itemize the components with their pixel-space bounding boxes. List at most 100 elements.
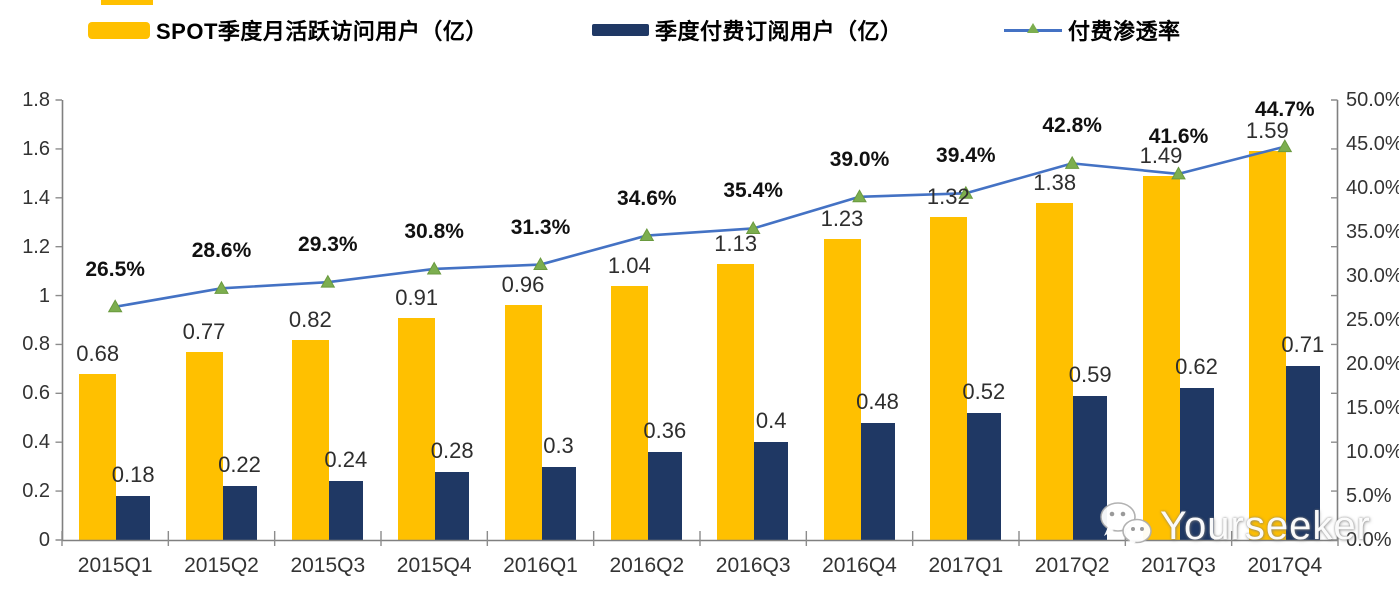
- mau-value-label: 1.49: [1139, 142, 1183, 168]
- mau-value-label: 0.96: [501, 272, 545, 298]
- penetration-line-swatch-icon: [1004, 22, 1062, 33]
- legend-item-subscribers: 季度付费订阅用户（亿）: [592, 12, 903, 48]
- bar-mau-2016Q1: [504, 305, 542, 540]
- subscribers-value-label: 0.71: [1281, 332, 1325, 358]
- left-axis-tick-label: 1.6: [22, 137, 50, 160]
- right-axis-tick-label: 40.0%: [1346, 177, 1399, 199]
- subscribers-value-label: 0.18: [111, 462, 155, 487]
- penetration-markers: [107, 139, 1293, 313]
- mau-swatch-icon: [88, 21, 150, 39]
- penetration-value-label: 39.4%: [936, 144, 996, 168]
- bar-subscribers-2015Q2: [222, 486, 257, 540]
- right-axis-tick-label: 10.0%: [1346, 441, 1399, 463]
- mau-value-label: 1.23: [820, 206, 864, 232]
- penetration-value-label: 29.3%: [298, 233, 358, 257]
- right-axis-tick-label: 15.0%: [1346, 397, 1399, 419]
- right-axis-tick-label: 50.0%: [1346, 89, 1399, 111]
- left-axis-tick-label: 0: [38, 529, 50, 551]
- right-axis-tick-label: 25.0%: [1346, 309, 1399, 331]
- subscribers-swatch-icon: [592, 24, 649, 36]
- subscribers-value-label: 0.22: [218, 452, 261, 478]
- x-axis-tick-label: 2016Q3: [715, 554, 791, 577]
- penetration-value-label: 35.4%: [723, 179, 783, 203]
- mau-value-label: 0.68: [76, 340, 120, 366]
- penetration-value-label: 30.8%: [404, 219, 464, 243]
- top-crop-artifact: [101, 0, 153, 5]
- penetration-value-label: 28.6%: [191, 239, 252, 263]
- subscribers-value-label: 0.59: [1068, 361, 1112, 387]
- mau-value-label: 1.04: [607, 252, 651, 278]
- legend-label-mau: SPOT季度月活跃访问用户（亿）: [156, 19, 488, 44]
- mau-value-label: 1.13: [714, 230, 758, 256]
- bar-mau-2016Q3: [717, 263, 755, 540]
- triangle-marker-icon: [1027, 22, 1039, 33]
- mau-value-label: 1.59: [1245, 118, 1289, 144]
- subscribers-value-label: 0.3: [543, 432, 574, 458]
- left-axis-tick-label: 0.4: [22, 431, 50, 454]
- bar-subscribers-2016Q1: [541, 466, 576, 540]
- watermark: Yourseeker: [1096, 500, 1371, 552]
- penetration-value-label: 39.0%: [829, 147, 890, 171]
- x-axis-tick-label: 2015Q3: [290, 554, 366, 577]
- subscribers-value-label: 0.52: [962, 378, 1006, 404]
- watermark-text: Yourseeker: [1160, 503, 1371, 548]
- x-axis-tick-label: 2015Q1: [77, 554, 153, 577]
- penetration-value-label: 34.6%: [617, 186, 677, 210]
- right-axis-tick-label: 0.0%: [1346, 529, 1392, 551]
- right-axis-tick-label: 35.0%: [1346, 221, 1399, 243]
- penetration-value-label: 26.5%: [85, 257, 145, 281]
- x-axis-tick-label: 2015Q2: [184, 554, 259, 577]
- subscribers-value-label: 0.4: [755, 408, 787, 434]
- left-axis-tick-label: 0.2: [22, 480, 50, 503]
- bar-subscribers-2015Q1: [116, 496, 151, 540]
- left-axis-tick-label: 1.8: [22, 89, 50, 111]
- x-axis-tick-label: 2017Q2: [1034, 554, 1110, 577]
- bar-subscribers-2016Q4: [860, 422, 895, 540]
- bar-subscribers-2017Q1: [966, 412, 1001, 540]
- x-axis-tick-label: 2017Q4: [1247, 554, 1323, 577]
- right-axis-tick-label: 30.0%: [1346, 265, 1399, 287]
- wechat-icon: [1100, 502, 1152, 548]
- penetration-line: [114, 145, 1286, 309]
- penetration-value-label: 41.6%: [1148, 124, 1209, 148]
- penetration-value-label: 42.8%: [1042, 114, 1102, 138]
- x-axis-tick-label: 2016Q2: [609, 554, 685, 577]
- legend-label-subscribers: 季度付费订阅用户（亿）: [655, 19, 903, 44]
- legend-label-penetration: 付费渗透率: [1068, 19, 1181, 44]
- left-axis-tick-label: 0.6: [22, 382, 50, 405]
- bar-subscribers-2016Q3: [754, 442, 789, 540]
- bar-mau-2015Q3: [291, 339, 329, 540]
- legend-item-penetration: 付费渗透率: [1004, 12, 1181, 48]
- mau-value-label: 0.91: [395, 284, 439, 310]
- left-axis-tick-label: 1.4: [22, 186, 50, 209]
- subscribers-value-label: 0.28: [430, 437, 474, 463]
- bar-subscribers-2016Q2: [647, 452, 682, 540]
- right-axis-tick-label: 5.0%: [1346, 485, 1392, 507]
- x-axis-tick-label: 2016Q4: [822, 554, 897, 577]
- subscribers-value-label: 0.36: [643, 418, 687, 443]
- mau-value-label: 1.32: [926, 184, 970, 210]
- subscribers-value-label: 0.48: [856, 388, 899, 414]
- bar-subscribers-2015Q4: [435, 471, 470, 540]
- x-axis-tick-label: 2017Q3: [1141, 554, 1216, 577]
- bar-mau-2015Q2: [185, 351, 223, 540]
- right-axis-tick-label: 45.0%: [1346, 133, 1399, 155]
- left-axis-tick-label: 1: [38, 284, 50, 307]
- subscribers-value-label: 0.62: [1175, 354, 1218, 380]
- mau-value-label: 1.38: [1033, 169, 1077, 195]
- bar-mau-2015Q1: [79, 373, 117, 540]
- left-axis-tick-label: 1.2: [22, 235, 50, 258]
- subscribers-value-label: 0.24: [324, 447, 368, 473]
- right-axis-tick-label: 20.0%: [1346, 353, 1399, 375]
- x-axis-tick-label: 2017Q1: [928, 554, 1004, 577]
- mau-value-label: 0.82: [288, 306, 332, 332]
- legend-item-mau: SPOT季度月活跃访问用户（亿）: [88, 12, 488, 48]
- x-axis-tick-label: 2016Q1: [503, 554, 578, 577]
- mau-value-label: 0.77: [182, 318, 226, 344]
- left-axis-tick-label: 0.8: [22, 333, 50, 356]
- bar-mau-2016Q2: [610, 285, 648, 540]
- penetration-value-label: 44.7%: [1255, 97, 1315, 121]
- bar-mau-2015Q4: [398, 317, 436, 540]
